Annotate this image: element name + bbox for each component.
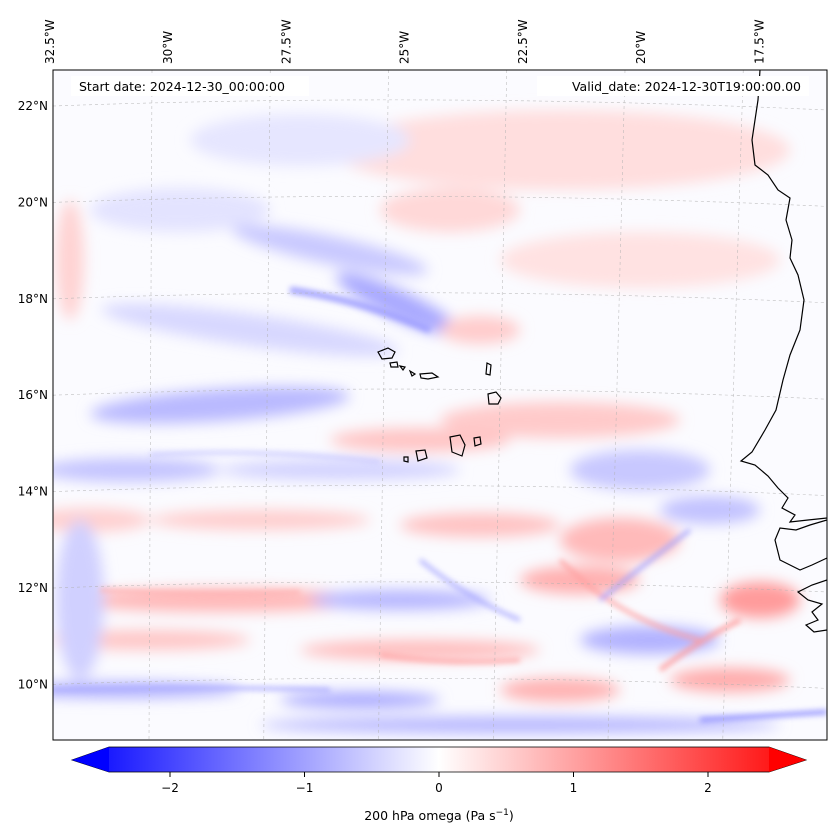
map-frame [52,69,828,741]
lon-tick-label: 20°W [634,31,648,64]
colorbar-label: 200 hPa omega (Pa s−1) [364,808,514,823]
map-panel: Start date: 2024-12-30_00:00:00 Valid_da… [34,69,828,741]
lat-tick-label: 20°N [18,195,48,209]
lon-tick-label: 30°W [161,31,175,64]
longitude-labels: 32.5°W 30°W 27.5°W 25°W 22.5°W 20°W 17.5°W [43,19,767,64]
colorbar-body [70,746,808,773]
colorbar-tick-label: 2 [704,781,712,795]
coastline-guinea [796,579,827,633]
colorbar-tick-label: −2 [161,781,179,795]
lon-tick-label: 17.5°W [752,19,766,64]
start-date-label: Start date: 2024-12-30_00:00:00 [79,79,285,94]
cape-verde-islands [377,347,502,463]
lon-tick-label: 27.5°W [279,19,293,64]
meridian-line [148,70,153,740]
lat-tick-label: 22°N [18,99,48,113]
colorbar-tick-label: 1 [570,781,578,795]
valid-date-box [537,76,809,96]
lat-tick-label: 10°N [18,677,48,691]
parallel-line [53,581,827,593]
meridian-line [34,70,35,740]
parallel-line [53,485,827,496]
colorbar-tick-label: −1 [296,781,314,795]
colorbar-tick-label: 0 [435,781,443,795]
parallel-line [53,388,827,400]
lat-tick-label: 16°N [18,388,48,402]
meridian-line [378,70,389,740]
lat-tick-label: 14°N [18,485,48,499]
meridian-line [263,70,271,740]
omega-field [53,110,800,733]
parallel-line [53,677,827,689]
coastline-gambia [774,519,827,571]
lon-tick-label: 32.5°W [43,19,57,64]
latitude-labels: 22°N 20°N 18°N 16°N 14°N 12°N 10°N [18,99,48,691]
parallel-line [53,99,827,111]
gridlines [34,70,827,740]
coastline-africa [739,70,827,523]
lon-tick-label: 25°W [398,31,412,64]
lat-tick-label: 12°N [18,581,48,595]
colorbar: −2 −1 0 1 2 200 hPa omega (Pa s−1) [70,746,808,823]
parallel-line [53,195,827,207]
start-date-box [71,76,309,96]
meridian-line [607,70,626,740]
colorbar-extend-low [72,747,109,772]
lon-tick-label: 22.5°W [516,19,530,64]
parallel-line [53,292,827,304]
meridian-line [492,70,508,740]
omega-streaks [53,286,827,723]
lat-tick-label: 18°N [18,292,48,306]
valid-date-label: Valid_date: 2024-12-30T19:00:00.00 [572,79,801,94]
colorbar-extend-high [769,747,806,772]
meridian-line [722,70,744,740]
colorbar-ticks: −2 −1 0 1 2 [161,772,712,795]
